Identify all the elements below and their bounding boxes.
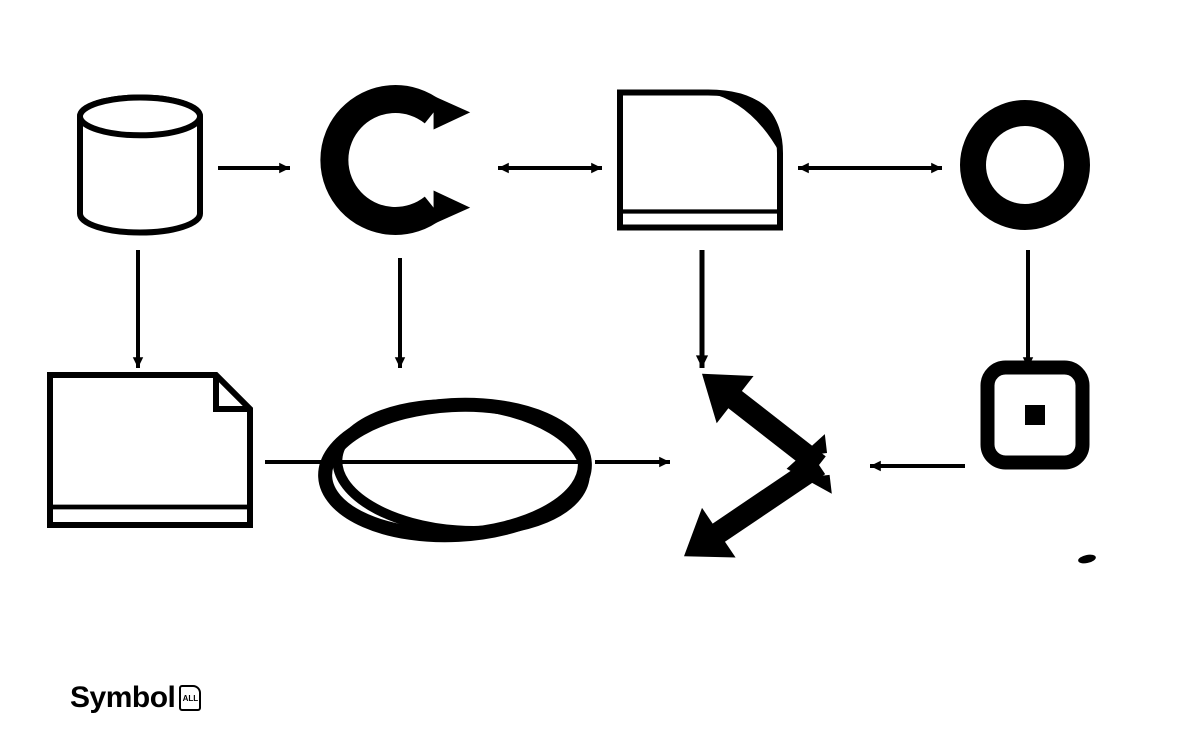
node-cylinder [80,98,200,233]
node-loop [334,96,470,224]
connector [395,258,405,368]
node-ring [973,113,1077,217]
connector [133,250,143,368]
node-square [988,368,1083,463]
diagram-canvas: Symbol ALL [0,0,1200,750]
node-fanarrows [684,374,832,558]
diagram-svg [0,0,1200,750]
connector [218,163,290,173]
node-page [50,375,250,525]
connector [265,457,590,467]
connector [595,457,670,467]
footer-label: Symbol [70,681,175,715]
footer: Symbol ALL [70,681,201,715]
connector [870,461,965,471]
footer-icon: ALL [179,685,201,711]
node-ellipse [322,396,590,542]
connector [696,250,708,368]
connector [1023,250,1033,368]
connector [498,163,602,173]
connector [798,163,942,173]
node-doc1 [620,92,780,227]
